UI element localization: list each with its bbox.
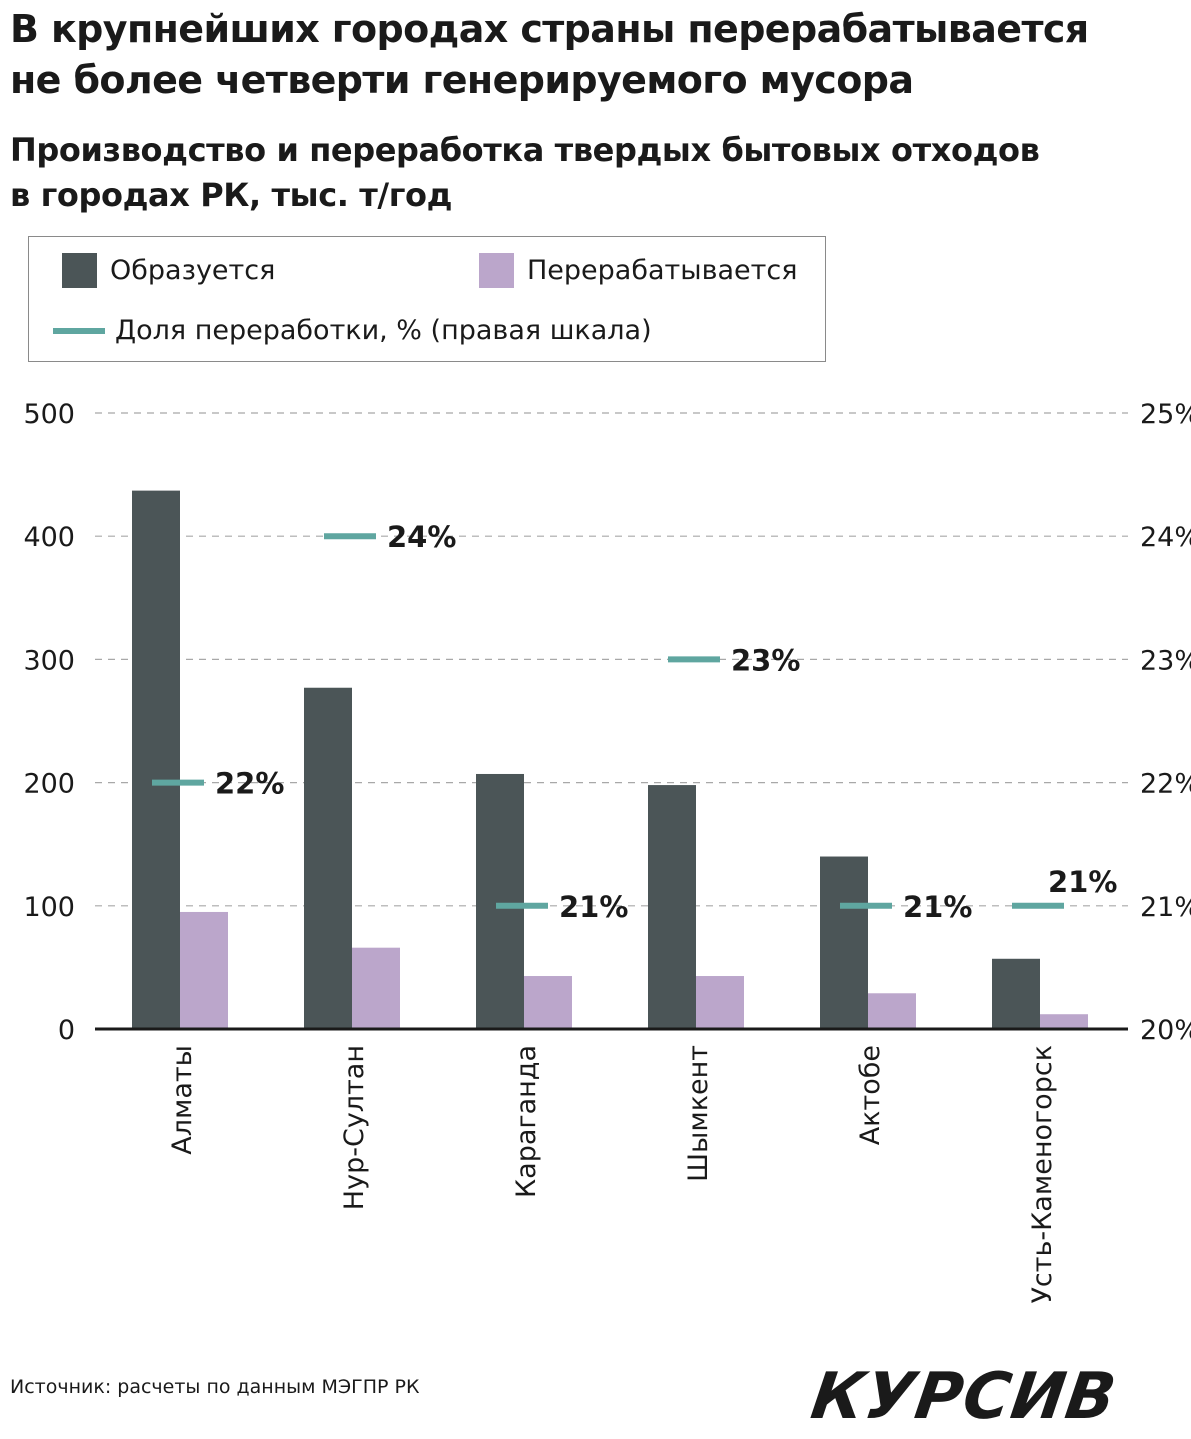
share-label: 21% xyxy=(559,890,628,924)
legend-label-share: Доля переработки, % (правая шкала) xyxy=(115,315,652,346)
bar-recycled xyxy=(1040,1014,1088,1029)
bar-generated xyxy=(992,958,1040,1029)
headline: В крупнейших городах страны перерабатыва… xyxy=(10,4,1191,106)
legend-item-generated: Образуется xyxy=(62,253,275,288)
bar-generated xyxy=(476,773,524,1029)
y2-tick-label: 21% xyxy=(1140,892,1191,923)
legend-swatch-recycled xyxy=(479,253,514,288)
share-label: 24% xyxy=(387,520,456,554)
headline-line-2: не более четверти генерируемого мусора xyxy=(10,58,914,102)
y-tick-label: 100 xyxy=(23,892,75,923)
bar-generated xyxy=(648,785,696,1029)
publisher-logo: КУРСИВ xyxy=(806,1360,1122,1434)
bar-recycled xyxy=(352,947,400,1029)
chart-subtitle: Производство и переработка твердых бытов… xyxy=(10,128,1160,218)
legend-label-generated: Образуется xyxy=(110,255,276,286)
bar-recycled xyxy=(868,993,916,1029)
subtitle-line-1: Производство и переработка твердых бытов… xyxy=(10,131,1040,169)
legend-item-share: Доля переработки, % (правая шкала) xyxy=(53,315,652,346)
y-tick-label: 0 xyxy=(58,1015,75,1046)
y2-tick-label: 23% xyxy=(1140,645,1191,676)
source-note: Источник: расчеты по данным МЭГПР РК xyxy=(10,1376,420,1398)
bar-generated xyxy=(132,490,180,1030)
y2-tick-label: 20% xyxy=(1140,1015,1191,1046)
bar-generated xyxy=(304,687,352,1029)
share-label: 22% xyxy=(215,767,284,801)
share-label: 21% xyxy=(1048,865,1117,899)
y-tick-label: 400 xyxy=(23,522,75,553)
headline-line-1: В крупнейших городах страны перерабатыва… xyxy=(10,7,1089,51)
bar-recycled xyxy=(524,976,572,1029)
y-tick-label: 200 xyxy=(23,769,75,800)
category-label: Нур-Султан xyxy=(339,1045,370,1210)
share-label: 21% xyxy=(903,890,972,924)
category-label: Усть-Каменогорск xyxy=(1027,1045,1058,1304)
chart-legend: Образуется Перерабатывается Доля перераб… xyxy=(28,236,826,362)
bar-recycled xyxy=(696,976,744,1029)
category-label: Актобе xyxy=(855,1045,886,1145)
bar-recycled xyxy=(180,911,228,1029)
legend-line-share xyxy=(53,327,105,334)
legend-swatch-generated xyxy=(62,253,97,288)
y-tick-label: 300 xyxy=(23,645,75,676)
category-label: Шымкент xyxy=(683,1045,714,1182)
combo-chart: 0 20% 100 21% 200 22% 300 23% 400 24% 500 25% 22% Алм… xyxy=(23,399,1191,1304)
y2-tick-label: 22% xyxy=(1140,769,1191,800)
y2-tick-label: 24% xyxy=(1140,522,1191,553)
bar-generated xyxy=(820,856,868,1029)
subtitle-line-2: в городах РК, тыс. т/год xyxy=(10,176,453,214)
legend-label-recycled: Перерабатывается xyxy=(527,255,798,286)
legend-item-recycled: Перерабатывается xyxy=(479,253,797,288)
share-label: 23% xyxy=(731,643,800,677)
category-label: Караганда xyxy=(511,1045,542,1198)
y2-tick-label: 25% xyxy=(1140,399,1191,430)
y-tick-label: 500 xyxy=(23,399,75,430)
category-label: Алматы xyxy=(167,1045,198,1155)
